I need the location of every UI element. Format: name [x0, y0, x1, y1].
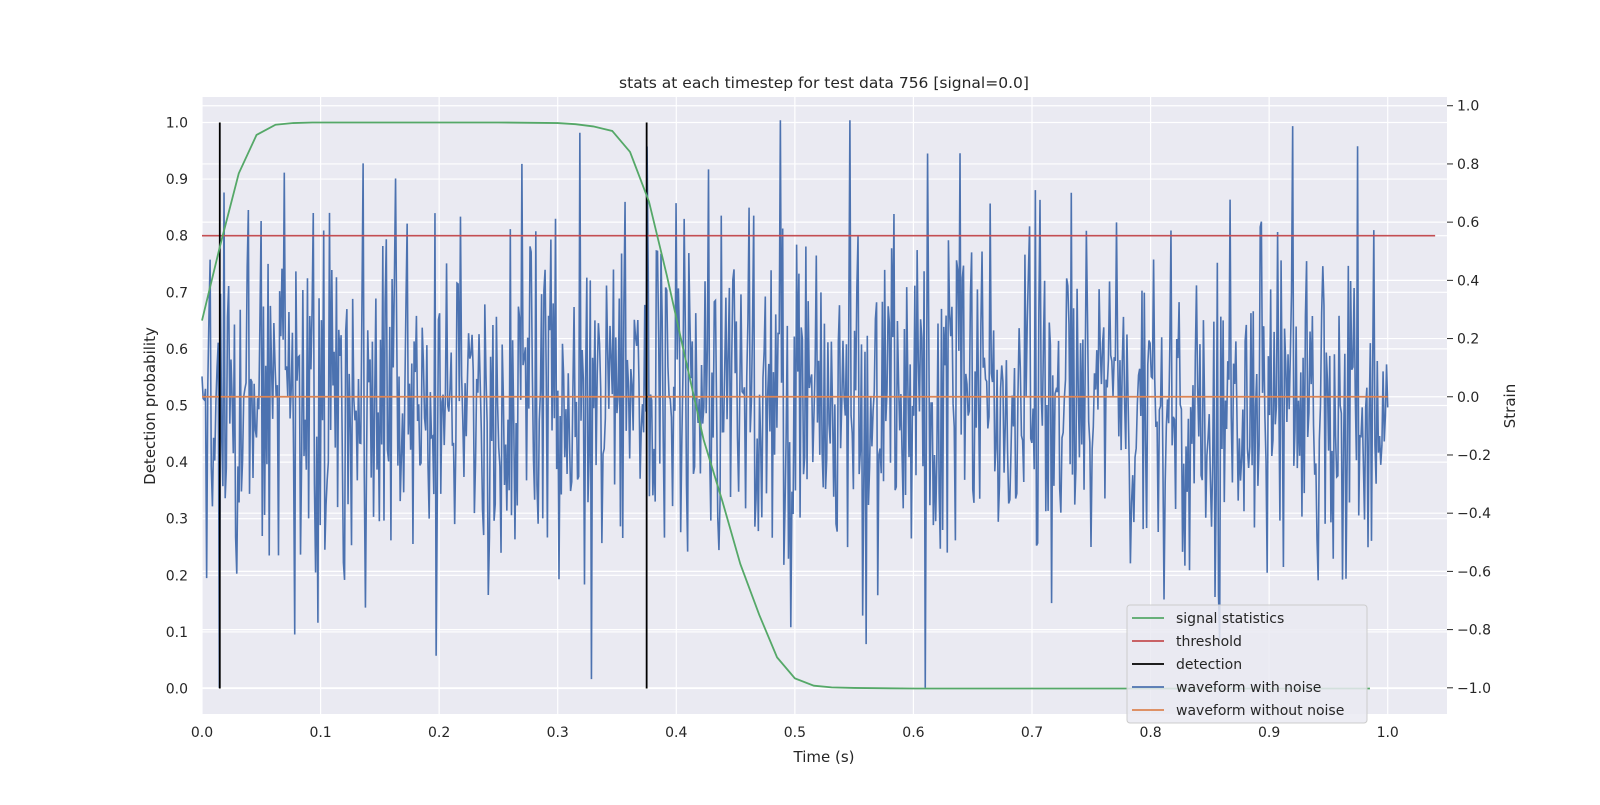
series-signal-statistics: [201, 121, 1370, 690]
y-left-tick-label: 0.3: [166, 512, 188, 528]
x-tick-label: 0.5: [784, 725, 806, 741]
y-right-tick-label: 0.6: [1457, 215, 1479, 231]
chart-title: stats at each timestep for test data 756…: [619, 74, 1029, 92]
y-axis-left-label: Detection probability: [141, 327, 159, 485]
legend-label-threshold: threshold: [1176, 634, 1242, 650]
legend: signal statistics threshold detection wa…: [1126, 604, 1368, 724]
x-axis-label: Time (s): [793, 748, 855, 766]
x-tick-label: 0.4: [665, 725, 687, 741]
y-right-tick-label: 0.4: [1457, 273, 1479, 289]
x-tick-label: 0.3: [547, 725, 569, 741]
legend-box: [1126, 604, 1368, 724]
tick-layer: 0.0 0.1 0.2 0.3 0.4 0.5 0.6 0.7 0.8 0.9 1.0 0.0 0.1 0…: [166, 99, 1491, 741]
y-left-tick-label: 0.2: [166, 568, 188, 584]
y-right-tick-label: 0.8: [1457, 157, 1479, 173]
x-tick-label: 1.0: [1377, 725, 1399, 741]
y-right-tick-label: −1.0: [1457, 681, 1491, 697]
legend-label-waveform-without-noise: waveform without noise: [1176, 703, 1344, 719]
series-waveform-with-noise: [201, 120, 1389, 688]
y-left-tick-label: 0.4: [166, 455, 188, 471]
x-tick-label: 0.7: [1021, 725, 1043, 741]
y-left-tick-label: 1.0: [166, 115, 188, 131]
x-tick-label: 0.2: [428, 725, 450, 741]
y-left-tick-label: 0.6: [166, 342, 188, 358]
y-right-tick-label: −0.4: [1457, 506, 1491, 522]
y-right-tick-label: 0.2: [1457, 332, 1479, 348]
x-tick-label: 0.9: [1258, 725, 1280, 741]
x-tick-label: 0.6: [902, 725, 924, 741]
y-left-tick-label: 0.8: [166, 229, 188, 245]
y-left-tick-label: 0.7: [166, 285, 188, 301]
y-left-tick-label: 0.9: [166, 172, 188, 188]
x-tick-label: 0.8: [1139, 725, 1161, 741]
y-left-tick-label: 0.5: [166, 399, 188, 415]
legend-label-signal-statistics: signal statistics: [1176, 611, 1284, 627]
y-axis-right-label: Strain: [1501, 384, 1519, 428]
legend-label-detection: detection: [1176, 657, 1242, 673]
y-right-tick-label: −0.2: [1457, 448, 1491, 464]
y-right-tick-label: 0.0: [1457, 390, 1479, 406]
y-left-tick-label: 0.0: [166, 682, 188, 698]
x-tick-label: 0.0: [191, 725, 213, 741]
x-tick-label: 0.1: [309, 725, 331, 741]
y-right-tick-label: 1.0: [1457, 99, 1479, 115]
y-right-tick-label: −0.6: [1457, 564, 1491, 580]
legend-label-waveform-with-noise: waveform with noise: [1176, 680, 1321, 696]
y-right-tick-label: −0.8: [1457, 623, 1491, 639]
series-layer: [201, 120, 1436, 690]
y-left-tick-label: 0.1: [166, 625, 188, 641]
